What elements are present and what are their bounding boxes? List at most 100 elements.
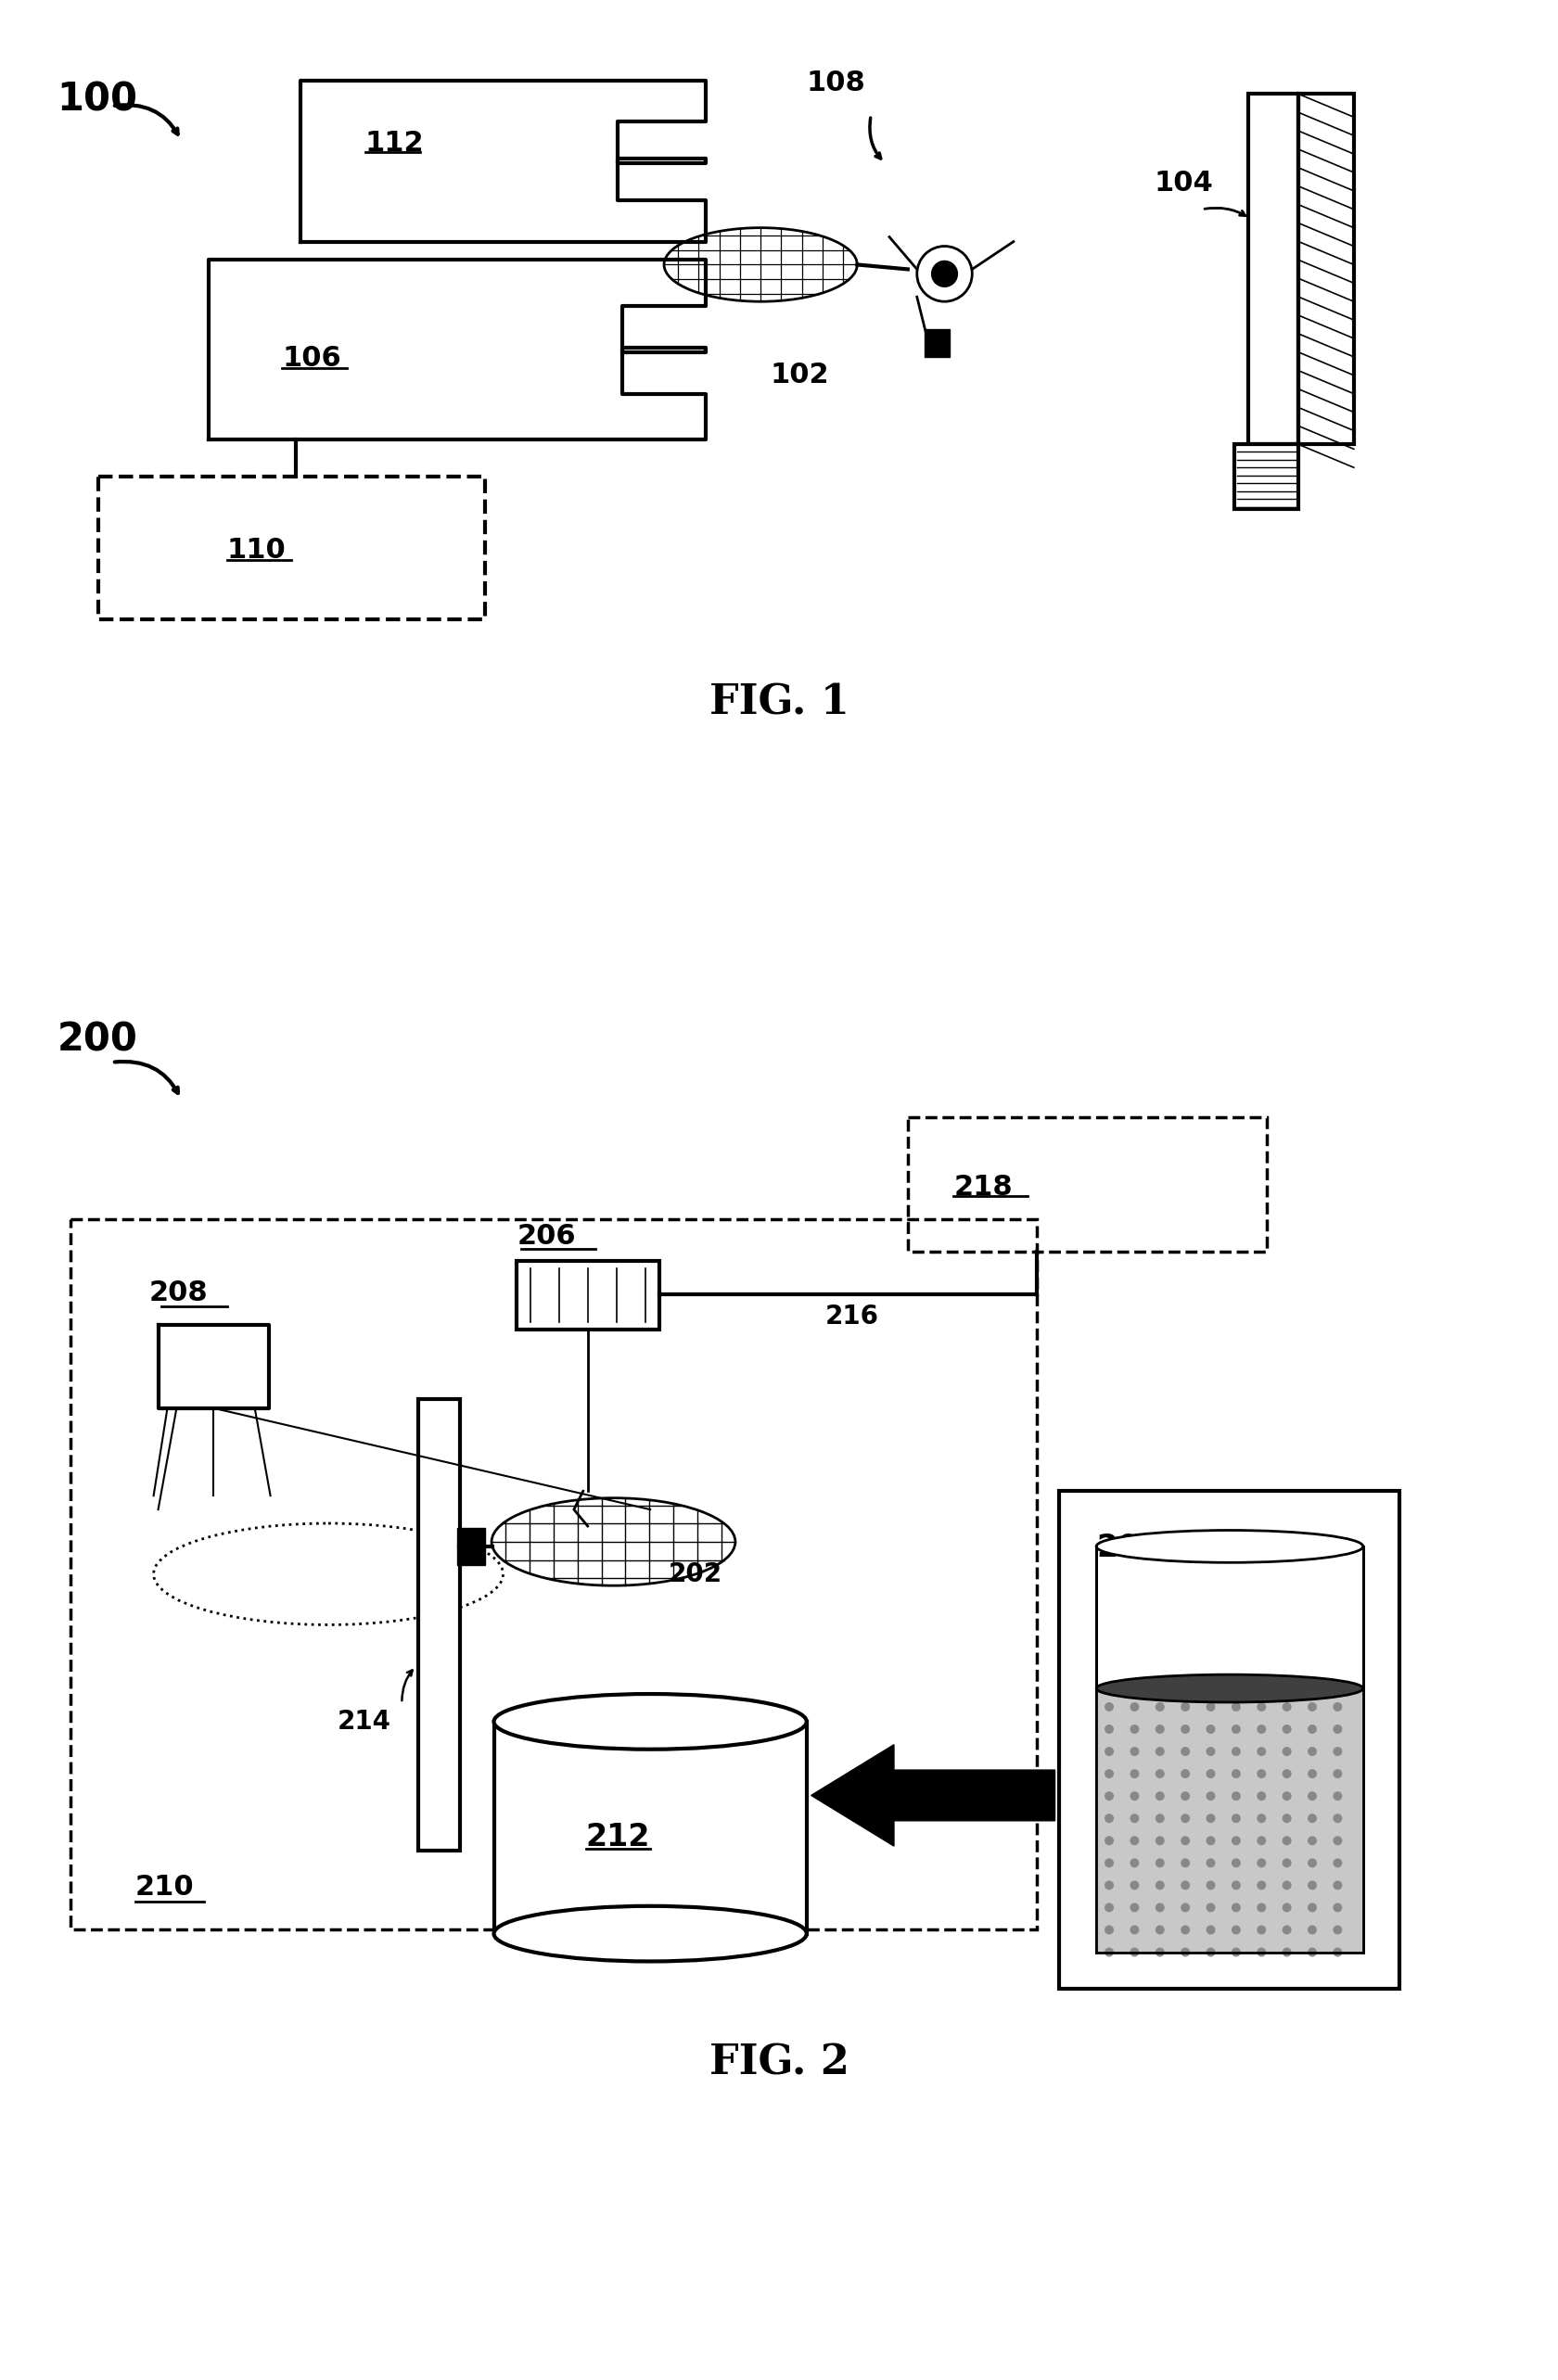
Circle shape xyxy=(1206,1925,1215,1935)
Circle shape xyxy=(1130,1904,1139,1911)
Circle shape xyxy=(1231,1947,1240,1956)
Text: 202: 202 xyxy=(668,1561,723,1587)
Circle shape xyxy=(1206,1859,1215,1868)
Text: 206: 206 xyxy=(517,1223,576,1250)
Bar xyxy=(419,1399,460,1852)
Ellipse shape xyxy=(1097,1676,1363,1702)
Circle shape xyxy=(1105,1880,1114,1890)
Circle shape xyxy=(1257,1835,1267,1844)
Circle shape xyxy=(1105,1792,1114,1802)
Circle shape xyxy=(1231,1792,1240,1802)
Circle shape xyxy=(1231,1726,1240,1733)
Circle shape xyxy=(1231,1925,1240,1935)
Circle shape xyxy=(1206,1904,1215,1911)
Circle shape xyxy=(1156,1747,1164,1756)
Bar xyxy=(1248,95,1299,445)
Circle shape xyxy=(1105,1925,1114,1935)
Circle shape xyxy=(1257,1702,1267,1711)
Circle shape xyxy=(1130,1835,1139,1844)
Circle shape xyxy=(1206,1814,1215,1823)
Circle shape xyxy=(1130,1768,1139,1778)
Circle shape xyxy=(1156,1726,1164,1733)
Circle shape xyxy=(1105,1747,1114,1756)
Circle shape xyxy=(1156,1835,1164,1844)
Circle shape xyxy=(1130,1702,1139,1711)
Circle shape xyxy=(1334,1768,1343,1778)
Text: 214: 214 xyxy=(338,1709,391,1735)
Circle shape xyxy=(1156,1702,1164,1711)
Circle shape xyxy=(1307,1947,1317,1956)
Circle shape xyxy=(1130,1947,1139,1956)
Text: 216: 216 xyxy=(826,1304,879,1330)
Circle shape xyxy=(1334,1880,1343,1890)
Circle shape xyxy=(1334,1702,1343,1711)
Circle shape xyxy=(918,245,972,302)
Circle shape xyxy=(1206,1702,1215,1711)
Circle shape xyxy=(1181,1904,1190,1911)
Circle shape xyxy=(1257,1768,1267,1778)
Circle shape xyxy=(1334,1947,1343,1956)
Circle shape xyxy=(1334,1792,1343,1802)
Circle shape xyxy=(1334,1835,1343,1844)
Circle shape xyxy=(1181,1859,1190,1868)
Circle shape xyxy=(1334,1904,1343,1911)
Text: 208: 208 xyxy=(150,1280,209,1307)
Text: 218: 218 xyxy=(953,1173,1013,1200)
Circle shape xyxy=(1334,1726,1343,1733)
Bar xyxy=(1234,445,1299,509)
Circle shape xyxy=(1307,1768,1317,1778)
Circle shape xyxy=(1206,1947,1215,1956)
Circle shape xyxy=(1282,1814,1292,1823)
Text: 104: 104 xyxy=(1154,169,1214,198)
Circle shape xyxy=(1105,1814,1114,1823)
Circle shape xyxy=(1231,1835,1240,1844)
Circle shape xyxy=(1105,1768,1114,1778)
Circle shape xyxy=(1231,1904,1240,1911)
Circle shape xyxy=(1206,1880,1215,1890)
Text: 210: 210 xyxy=(136,1873,195,1902)
Circle shape xyxy=(1282,1768,1292,1778)
Circle shape xyxy=(1156,1947,1164,1956)
Bar xyxy=(1299,95,1354,445)
Text: 102: 102 xyxy=(770,362,829,388)
Text: 100: 100 xyxy=(58,81,137,119)
Text: 212: 212 xyxy=(586,1821,650,1852)
Bar xyxy=(924,328,950,357)
Circle shape xyxy=(1181,1925,1190,1935)
Text: 112: 112 xyxy=(365,129,424,157)
Bar xyxy=(1097,1687,1363,1952)
Circle shape xyxy=(1307,1792,1317,1802)
Text: FIG. 1: FIG. 1 xyxy=(709,683,849,724)
Ellipse shape xyxy=(494,1695,807,1749)
Bar xyxy=(517,1261,659,1330)
Circle shape xyxy=(1282,1835,1292,1844)
Text: 106: 106 xyxy=(282,345,341,371)
Circle shape xyxy=(1105,1904,1114,1911)
Circle shape xyxy=(1156,1859,1164,1868)
Circle shape xyxy=(1156,1925,1164,1935)
Circle shape xyxy=(1307,1747,1317,1756)
Circle shape xyxy=(1130,1814,1139,1823)
Circle shape xyxy=(1334,1925,1343,1935)
Circle shape xyxy=(1181,1726,1190,1733)
Circle shape xyxy=(1105,1859,1114,1868)
Circle shape xyxy=(1231,1814,1240,1823)
Bar xyxy=(1059,1492,1399,1990)
Circle shape xyxy=(1307,1880,1317,1890)
Circle shape xyxy=(1257,1814,1267,1823)
Circle shape xyxy=(1206,1768,1215,1778)
Text: 200: 200 xyxy=(58,1021,137,1059)
Circle shape xyxy=(1282,1947,1292,1956)
FancyArrow shape xyxy=(812,1745,1055,1847)
Circle shape xyxy=(1156,1792,1164,1802)
Ellipse shape xyxy=(494,1906,807,1961)
Circle shape xyxy=(1206,1726,1215,1733)
Circle shape xyxy=(1282,1859,1292,1868)
Circle shape xyxy=(932,262,958,286)
Circle shape xyxy=(1130,1726,1139,1733)
Circle shape xyxy=(1231,1702,1240,1711)
Circle shape xyxy=(1282,1702,1292,1711)
Circle shape xyxy=(1307,1904,1317,1911)
Bar xyxy=(98,476,485,619)
Text: 108: 108 xyxy=(807,69,866,95)
